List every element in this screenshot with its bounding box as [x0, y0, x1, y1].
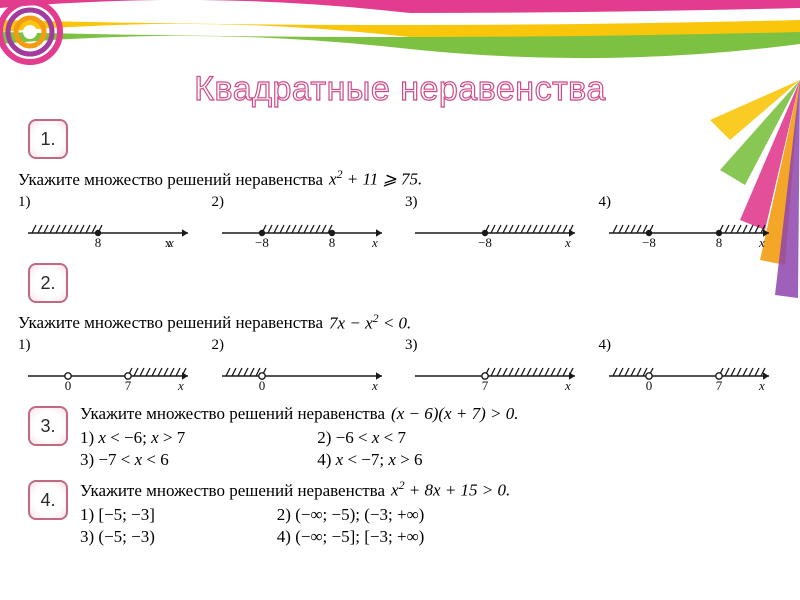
svg-text:x: x: [564, 378, 571, 393]
q1-prompt: Укажите множество решений неравенства x2…: [18, 167, 782, 190]
q3-opt3: 3) −7 < x < 6: [80, 450, 281, 470]
q1-options-row: 1)8xx2)−88x3)−8x4)−88x: [18, 194, 782, 253]
q4-opt2: 2) (−∞; −5); (−3; +∞): [277, 505, 510, 525]
q2-prompt: Укажите множество решений неравенства 7x…: [18, 311, 782, 334]
svg-text:7: 7: [482, 378, 489, 393]
q1-row-numberline-1: 8xx: [18, 213, 198, 253]
page-title: Квадратные неравенства: [18, 70, 782, 109]
badge-1: 1.: [28, 119, 68, 159]
svg-text:0: 0: [65, 378, 72, 393]
q3-prompt: Укажите множество решений неравенства (x…: [80, 404, 518, 424]
q1-prompt-text: Укажите множество решений неравенства: [18, 170, 323, 190]
svg-text:0: 0: [645, 378, 652, 393]
q1-row-opt2-label: 2): [212, 194, 396, 211]
q4-prompt: Укажите множество решений неравенства x2…: [80, 478, 510, 501]
q1-row-opt1-label: 1): [18, 194, 202, 211]
q1-row-opt3-label: 3): [405, 194, 589, 211]
svg-text:x: x: [564, 235, 571, 250]
q2-row-opt3-label: 3): [405, 337, 589, 354]
q2-row-opt3: 3)7x: [405, 337, 589, 396]
q3-opt4: 4) x < −7; x > 6: [317, 450, 518, 470]
q1-row-opt2: 2) −8 8 x: [212, 194, 396, 253]
q2-row-opt1: 1) 0 7 x: [18, 337, 202, 396]
svg-text:x: x: [167, 235, 174, 250]
q2-row-opt2: 2)0x: [212, 337, 396, 396]
q2-row-numberline-2: 0x: [212, 356, 392, 396]
q2-row-opt4-label: 4): [599, 337, 783, 354]
svg-text:x: x: [758, 378, 765, 393]
q2-row-numberline-4: 0 7 x: [599, 356, 779, 396]
svg-text:x: x: [758, 235, 765, 250]
q1-row-opt1: 1)8xx: [18, 194, 202, 253]
svg-text:x: x: [371, 235, 378, 250]
svg-text:x: x: [371, 378, 378, 393]
q4-options: 1) [−5; −3] 2) (−∞; −5); (−3; +∞) 3) (−5…: [80, 505, 510, 547]
q4-block: 4. Укажите множество решений неравенства…: [18, 476, 782, 547]
q2-row-opt1-label: 1): [18, 337, 202, 354]
q1-row-opt3: 3) −8 x: [405, 194, 589, 253]
svg-text:7: 7: [715, 378, 722, 393]
q1-row-opt4-label: 4): [599, 194, 783, 211]
q1-row-numberline-2: −8 8 x: [212, 213, 392, 253]
q3-options: 1) x < −6; x > 7 2) −6 < x < 7 3) −7 < x…: [80, 428, 518, 470]
svg-text:0: 0: [258, 378, 265, 393]
svg-text:−8: −8: [642, 235, 656, 250]
svg-text:8: 8: [328, 235, 335, 250]
q4-inequality: x2 + 8x + 15 > 0.: [391, 478, 510, 501]
q3-opt1: 1) x < −6; x > 7: [80, 428, 281, 448]
q3-opt2: 2) −6 < x < 7: [317, 428, 518, 448]
q4-opt1: 1) [−5; −3]: [80, 505, 241, 525]
q3-inequality: (x − 6)(x + 7) > 0.: [391, 404, 518, 424]
q1-inequality: x2 + 11 ⩾ 75.: [329, 167, 422, 190]
q3-prompt-text: Укажите множество решений неравенства: [80, 404, 385, 424]
q1-row-numberline-4: −8 8 x: [599, 213, 779, 253]
svg-text:8: 8: [715, 235, 722, 250]
q2-row-opt2-label: 2): [212, 337, 396, 354]
svg-text:8: 8: [95, 235, 102, 250]
badge-2: 2.: [28, 263, 68, 303]
svg-text:x: x: [177, 378, 184, 393]
q2-row-numberline-3: 7x: [405, 356, 585, 396]
q1-row-numberline-3: −8 x: [405, 213, 585, 253]
q2-row-numberline-1: 0 7 x: [18, 356, 198, 396]
q4-opt3: 3) (−5; −3): [80, 527, 241, 547]
q2-inequality: 7x − x2 < 0.: [329, 311, 411, 334]
q3-block: 3. Укажите множество решений неравенства…: [18, 402, 782, 470]
badge-3: 3.: [28, 406, 68, 446]
svg-text:−8: −8: [255, 235, 269, 250]
q2-row-opt4: 4) 0 7 x: [599, 337, 783, 396]
q2-prompt-text: Укажите множество решений неравенства: [18, 313, 323, 333]
svg-text:7: 7: [125, 378, 132, 393]
q4-opt4: 4) (−∞; −5]; [−3; +∞): [277, 527, 510, 547]
q4-prompt-text: Укажите множество решений неравенства: [80, 481, 385, 501]
q2-options-row: 1)07x2)0x3)7x4)07x: [18, 337, 782, 396]
q1-row-opt4: 4) −8 8 x: [599, 194, 783, 253]
svg-text:−8: −8: [478, 235, 492, 250]
badge-4: 4.: [28, 480, 68, 520]
